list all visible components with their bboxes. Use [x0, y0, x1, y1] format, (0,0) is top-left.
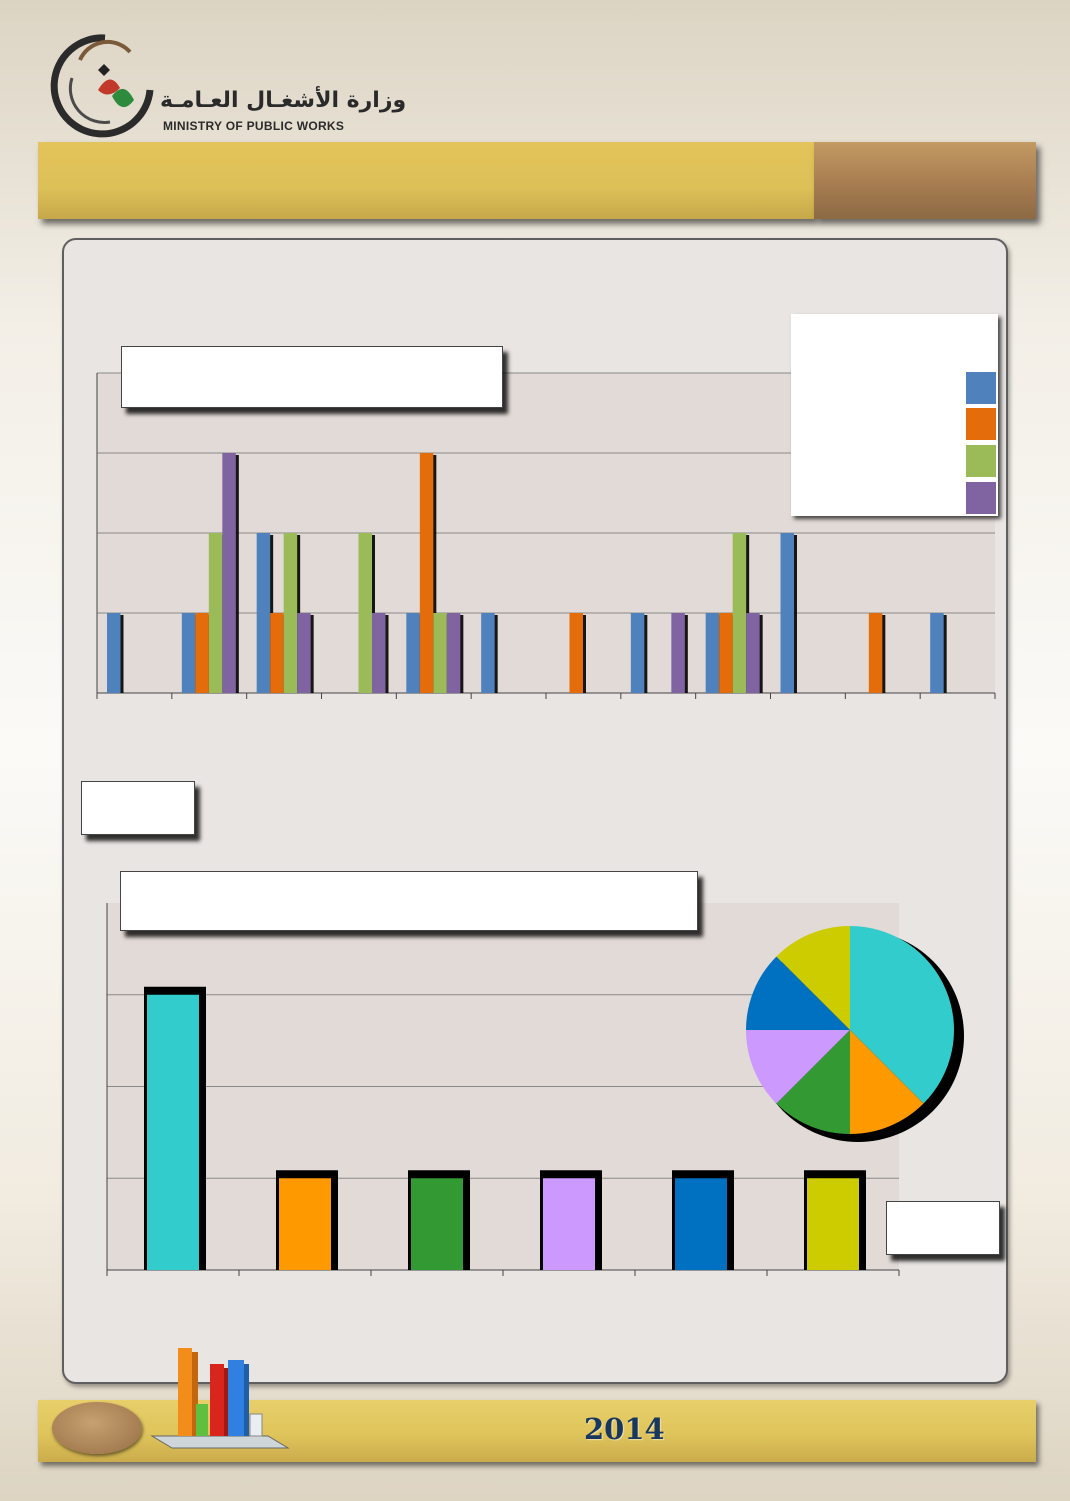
header-banner-tab	[814, 142, 1036, 219]
chart1-bar	[569, 613, 583, 693]
chart1-bar	[283, 533, 298, 693]
chart1-bar	[181, 613, 196, 693]
header-banner	[38, 142, 814, 219]
chart1-bar	[433, 613, 447, 693]
report-year: 2014	[584, 1412, 665, 1446]
legend-swatch-purple	[966, 482, 996, 514]
chart1-bar	[481, 613, 495, 693]
chart1-bar	[732, 533, 747, 693]
chart2-bar	[411, 1178, 463, 1270]
pie-slice	[746, 956, 850, 1030]
chart1-title-box	[121, 346, 503, 408]
chart1-bar	[358, 533, 372, 693]
chart1-bar	[419, 453, 434, 693]
chart1-bar	[406, 613, 420, 693]
pie-slice	[850, 926, 954, 1104]
chart1-bar	[630, 613, 645, 693]
chart1-bar	[705, 613, 720, 693]
chart2-bar	[807, 1178, 859, 1270]
chart1-bar	[930, 613, 944, 693]
chart1-bar	[222, 453, 236, 693]
legend-swatch-green	[966, 445, 996, 477]
chart2-bar	[675, 1178, 727, 1270]
chart1-bar	[270, 613, 284, 693]
chart1-bar	[671, 613, 685, 693]
pie-slice	[776, 1030, 850, 1134]
legend-swatch-blue	[966, 372, 996, 404]
org-name-english: MINISTRY OF PUBLIC WORKS	[163, 119, 345, 133]
ministry-logo-icon	[50, 34, 154, 138]
pie-slice	[746, 1030, 850, 1104]
chart1-bar	[746, 613, 760, 693]
chart2-legend-box	[886, 1201, 1000, 1255]
chart1-bar	[107, 613, 121, 693]
org-name-arabic: وزارة الأشغـال العـامـة	[160, 88, 407, 113]
bar-chart-icon	[150, 1348, 290, 1449]
chart2-bar	[279, 1178, 331, 1270]
chart1-legend	[791, 314, 998, 516]
chart1-bar	[446, 613, 461, 693]
chart1-bar	[868, 613, 883, 693]
chart2-bar	[147, 994, 199, 1270]
chart1-bar	[208, 533, 223, 693]
pie-slice	[776, 926, 850, 1030]
pie-chart	[746, 926, 964, 1142]
single-bar-chart	[106, 903, 900, 1276]
page-number-badge	[52, 1402, 142, 1454]
chart2-bar	[543, 1178, 595, 1270]
section-label-box	[81, 781, 195, 835]
chart1-bar	[719, 613, 733, 693]
pie-slice	[850, 1030, 924, 1134]
chart1-bar	[780, 533, 794, 693]
chart1-bar	[297, 613, 311, 693]
chart1-bar	[256, 533, 271, 693]
chart1-bar	[195, 613, 209, 693]
legend-swatch-orange	[966, 408, 996, 440]
chart1-bar	[372, 613, 386, 693]
chart2-title-box	[120, 871, 698, 931]
